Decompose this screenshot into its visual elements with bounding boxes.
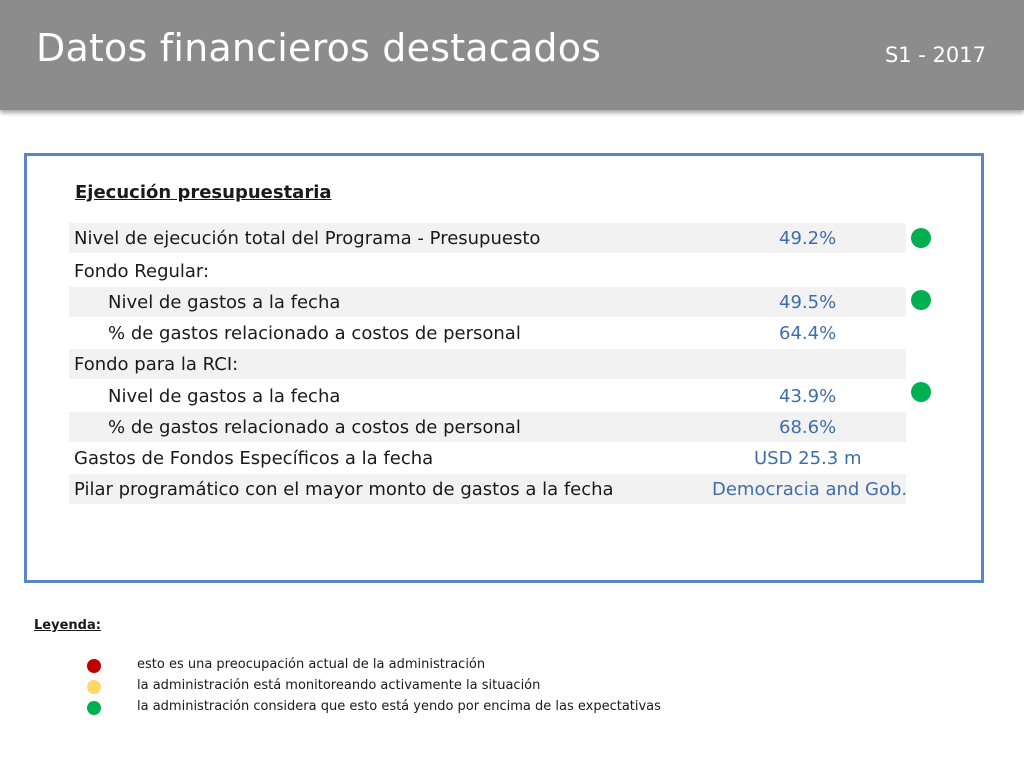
table-row: Nivel de gastos a la fecha 49.5% bbox=[69, 287, 906, 317]
table-row: Fondo Regular: bbox=[69, 256, 906, 286]
table-row: % de gastos relacionado a costos de pers… bbox=[69, 318, 906, 348]
row-value: 43.9% bbox=[779, 386, 837, 407]
table-row: Nivel de gastos a la fecha 43.9% bbox=[69, 381, 906, 411]
legend-text: la administración considera que esto est… bbox=[137, 699, 661, 714]
row-label: Nivel de ejecución total del Programa - … bbox=[74, 228, 541, 249]
row-label: Nivel de gastos a la fecha bbox=[108, 292, 341, 313]
table-row: Gastos de Fondos Específicos a la fecha … bbox=[69, 443, 906, 473]
row-value: Democracia and Gob. bbox=[712, 479, 908, 500]
table-row: % de gastos relacionado a costos de pers… bbox=[69, 412, 906, 442]
legend-text: esto es una preocupación actual de la ad… bbox=[137, 657, 486, 672]
row-value: 49.5% bbox=[779, 292, 837, 313]
row-label: Fondo Regular: bbox=[74, 261, 210, 282]
legend-title: Leyenda: bbox=[34, 618, 101, 633]
status-green-indicator bbox=[911, 382, 931, 402]
period-label: S1 - 2017 bbox=[884, 43, 986, 67]
row-label: Nivel de gastos a la fecha bbox=[108, 386, 341, 407]
section-title: Ejecución presupuestaria bbox=[75, 182, 332, 203]
row-value: 49.2% bbox=[779, 228, 837, 249]
row-label: Pilar programático con el mayor monto de… bbox=[74, 479, 614, 500]
table-row: Fondo para la RCI: bbox=[69, 349, 906, 379]
row-value: 64.4% bbox=[779, 323, 837, 344]
status-green-indicator bbox=[911, 290, 931, 310]
slide-header: Datos financieros destacados S1 - 2017 bbox=[0, 0, 1024, 110]
row-label: % de gastos relacionado a costos de pers… bbox=[108, 323, 521, 344]
row-value: USD 25.3 m bbox=[754, 448, 862, 469]
green-dot-icon bbox=[87, 701, 101, 715]
table-row: Pilar programático con el mayor monto de… bbox=[69, 474, 908, 504]
row-label: Fondo para la RCI: bbox=[74, 354, 239, 375]
red-dot-icon bbox=[87, 659, 101, 673]
legend-text: la administración está monitoreando acti… bbox=[137, 678, 541, 693]
slide-title: Datos financieros destacados bbox=[36, 26, 602, 70]
table-row: Nivel de ejecución total del Programa - … bbox=[69, 223, 906, 253]
row-value: 68.6% bbox=[779, 417, 837, 438]
yellow-dot-icon bbox=[87, 680, 101, 694]
row-label: Gastos de Fondos Específicos a la fecha bbox=[74, 448, 434, 469]
row-label: % de gastos relacionado a costos de pers… bbox=[108, 417, 521, 438]
status-green-indicator bbox=[911, 228, 931, 248]
